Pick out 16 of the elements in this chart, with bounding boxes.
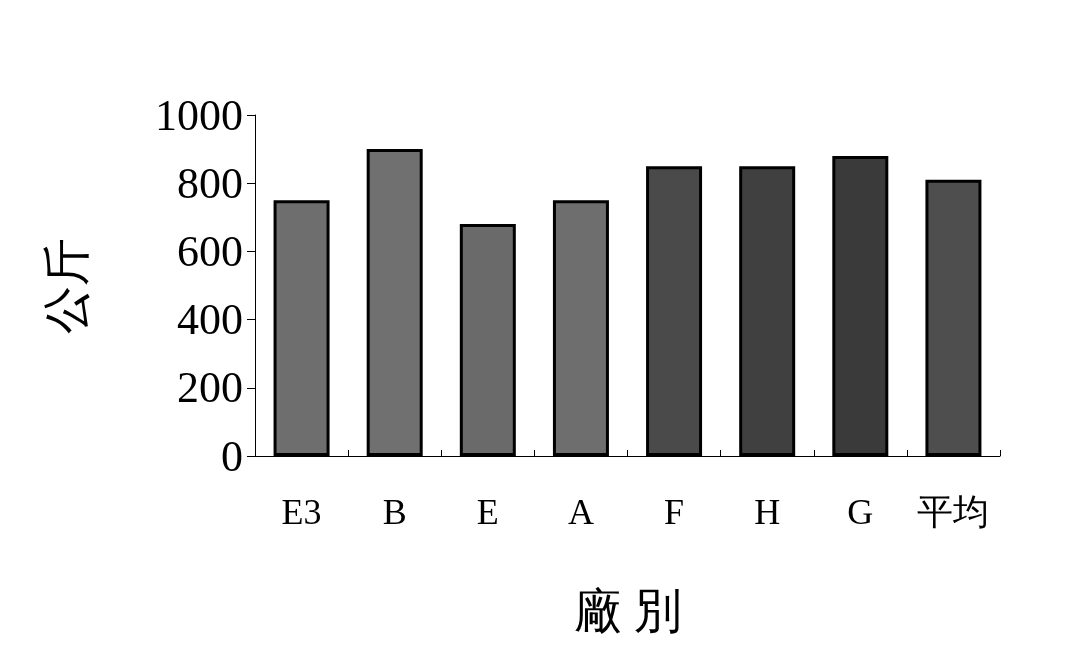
x-tick-label: G bbox=[847, 492, 874, 532]
x-tick-label: E3 bbox=[281, 492, 322, 532]
x-tick-label: E bbox=[476, 492, 499, 532]
x-tick-label: F bbox=[664, 492, 685, 532]
y-axis-title: 公斤 bbox=[39, 237, 93, 334]
x-tick-label: B bbox=[382, 492, 407, 532]
x-tick-label: H bbox=[754, 492, 781, 532]
y-tick-label: 400 bbox=[177, 295, 243, 345]
x-tick-label: A bbox=[567, 492, 594, 532]
y-tick-label: 200 bbox=[177, 363, 243, 413]
x-axis-title: 廠 別 bbox=[573, 583, 682, 637]
y-tick-label: 1000 bbox=[155, 90, 243, 140]
y-tick-label: 600 bbox=[177, 226, 243, 276]
y-tick-label: 800 bbox=[177, 158, 243, 208]
y-tick-label: 0 bbox=[221, 431, 243, 481]
x-tick-label: 平均 bbox=[917, 492, 990, 532]
